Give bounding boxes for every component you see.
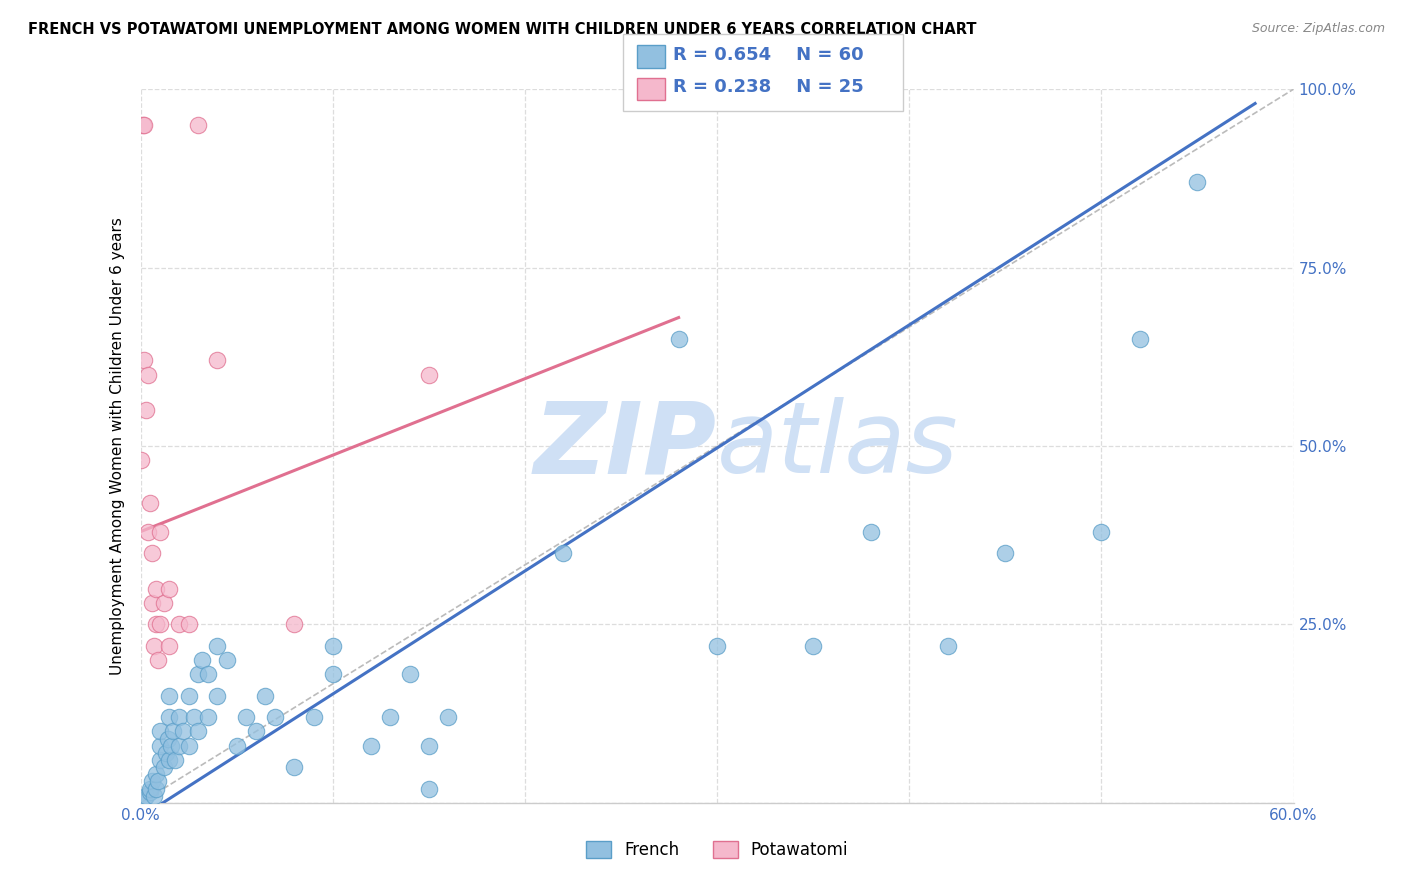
Point <box>159 639 180 653</box>
Text: R = 0.654    N = 60: R = 0.654 N = 60 <box>673 46 865 64</box>
Point <box>155 746 177 760</box>
Point <box>146 774 169 789</box>
Point <box>131 118 153 132</box>
Point <box>149 724 172 739</box>
Point <box>177 739 200 753</box>
Point <box>191 653 214 667</box>
Point <box>143 639 166 653</box>
Point <box>994 546 1017 560</box>
Point <box>146 653 169 667</box>
Point <box>936 639 959 653</box>
Point <box>418 739 440 753</box>
Point <box>141 546 163 560</box>
Point <box>553 546 575 560</box>
Point <box>135 403 157 417</box>
Point <box>134 118 156 132</box>
Point <box>187 667 209 681</box>
Point <box>283 617 305 632</box>
Point <box>207 639 229 653</box>
Point <box>149 524 172 539</box>
Point <box>149 617 172 632</box>
Point <box>139 496 162 510</box>
Point <box>145 781 167 796</box>
Point <box>139 785 162 799</box>
Point <box>177 617 200 632</box>
Point <box>145 582 167 596</box>
Point <box>167 739 190 753</box>
Point <box>149 753 172 767</box>
Point <box>135 789 157 803</box>
Point <box>141 774 163 789</box>
Point <box>145 767 167 781</box>
Point <box>706 639 728 653</box>
Point <box>187 118 209 132</box>
Point <box>160 739 183 753</box>
Legend: French, Potawatomi: French, Potawatomi <box>579 834 855 866</box>
Point <box>859 524 882 539</box>
Point <box>225 739 247 753</box>
Point <box>801 639 824 653</box>
Point <box>437 710 460 724</box>
Point <box>167 617 190 632</box>
Point <box>162 724 184 739</box>
Point <box>264 710 287 724</box>
Point <box>197 710 219 724</box>
Point <box>159 753 180 767</box>
Point <box>207 689 229 703</box>
Point <box>167 710 190 724</box>
Point <box>418 781 440 796</box>
Point <box>159 710 180 724</box>
Point <box>302 710 325 724</box>
Point <box>187 724 209 739</box>
Point <box>217 653 239 667</box>
Point <box>398 667 420 681</box>
Point <box>283 760 305 774</box>
Point <box>172 724 194 739</box>
Point <box>207 353 229 368</box>
Point <box>322 667 344 681</box>
Text: ZIP: ZIP <box>534 398 717 494</box>
Point <box>418 368 440 382</box>
Point <box>197 667 219 681</box>
Point <box>159 582 180 596</box>
Point <box>152 760 174 774</box>
Point <box>183 710 205 724</box>
Point <box>177 689 200 703</box>
Text: FRENCH VS POTAWATOMI UNEMPLOYMENT AMONG WOMEN WITH CHILDREN UNDER 6 YEARS CORREL: FRENCH VS POTAWATOMI UNEMPLOYMENT AMONG … <box>28 22 977 37</box>
Text: Source: ZipAtlas.com: Source: ZipAtlas.com <box>1251 22 1385 36</box>
Point <box>136 368 159 382</box>
Point <box>380 710 402 724</box>
Point <box>129 453 152 467</box>
Point <box>165 753 187 767</box>
Point <box>235 710 257 724</box>
Point <box>149 739 172 753</box>
Point <box>141 596 163 610</box>
Point <box>245 724 267 739</box>
Text: R = 0.238    N = 25: R = 0.238 N = 25 <box>673 78 865 96</box>
Point <box>156 731 179 746</box>
Point <box>1129 332 1152 346</box>
Point <box>139 781 162 796</box>
Point <box>145 617 167 632</box>
Text: atlas: atlas <box>717 398 959 494</box>
Point <box>143 789 166 803</box>
Y-axis label: Unemployment Among Women with Children Under 6 years: Unemployment Among Women with Children U… <box>110 217 125 675</box>
Point <box>322 639 344 653</box>
Point <box>134 353 156 368</box>
Point <box>134 792 156 806</box>
Point <box>1187 175 1209 189</box>
Point <box>159 689 180 703</box>
Point <box>254 689 277 703</box>
Point <box>152 596 174 610</box>
Point <box>1090 524 1112 539</box>
Point <box>136 524 159 539</box>
Point <box>360 739 382 753</box>
Point <box>668 332 690 346</box>
